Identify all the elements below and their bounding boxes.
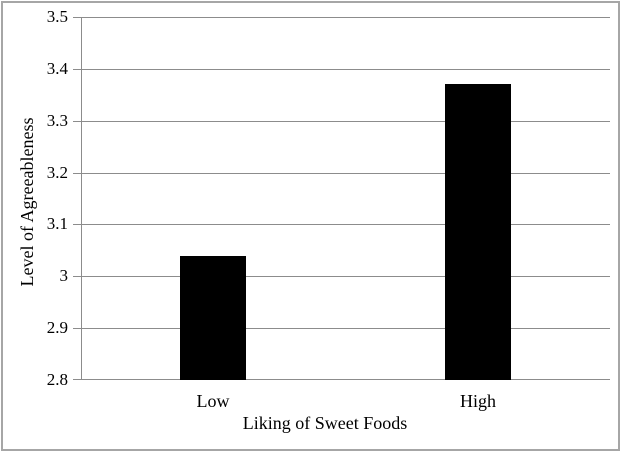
gridline — [73, 69, 610, 70]
y-axis-line — [81, 17, 82, 380]
y-tick-label: 3 — [59, 266, 69, 285]
chart-border — [1, 1, 620, 451]
y-tick-label: 3.4 — [46, 59, 68, 78]
y-tick-label: 3.3 — [46, 111, 68, 130]
gridline — [73, 173, 610, 174]
bar-low — [180, 256, 246, 380]
y-tick-label: 3.2 — [46, 163, 68, 182]
gridline — [73, 121, 610, 122]
x-axis-title: Liking of Sweet Foods — [242, 413, 408, 433]
x-category-label-low: Low — [196, 391, 230, 411]
y-tick-label: 3.1 — [46, 214, 68, 233]
x-category-label-high: High — [460, 391, 496, 411]
y-tick-label: 2.9 — [46, 318, 68, 337]
gridline — [73, 17, 610, 18]
bar-high — [445, 84, 511, 380]
gridline — [73, 224, 610, 225]
gridline — [73, 328, 610, 329]
y-tick-label: 2.8 — [46, 370, 68, 389]
plot-area — [73, 17, 610, 380]
y-tick-label: 3.5 — [46, 7, 68, 26]
gridline — [73, 276, 610, 277]
x-axis-line — [73, 379, 610, 380]
